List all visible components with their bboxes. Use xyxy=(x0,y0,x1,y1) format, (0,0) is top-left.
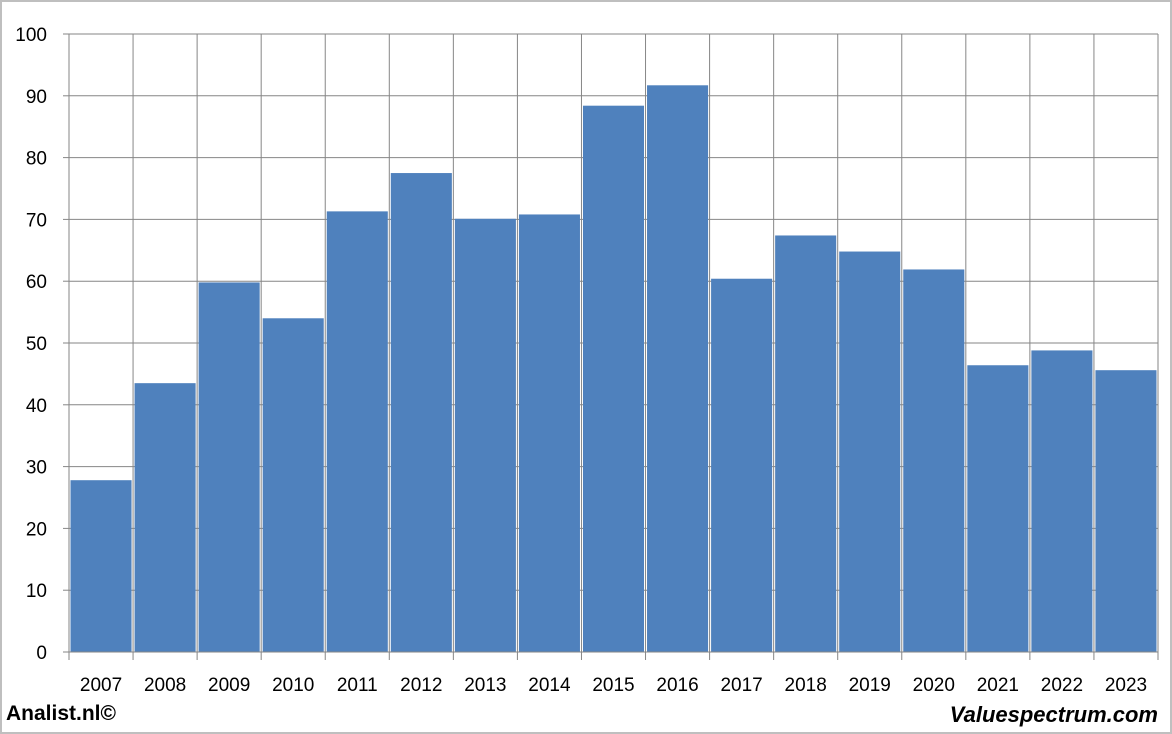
x-tick-label: 2018 xyxy=(785,675,827,696)
bar-2021 xyxy=(967,365,1029,652)
y-tick-label: 50 xyxy=(26,334,47,355)
x-tick-label: 2022 xyxy=(1041,675,1083,696)
y-tick-label: 30 xyxy=(26,458,47,479)
y-tick-label: 80 xyxy=(26,149,47,170)
y-tick-label: 40 xyxy=(26,396,47,417)
bar-2018 xyxy=(775,235,837,652)
bar-2009 xyxy=(198,282,260,652)
bar-2016 xyxy=(647,85,709,652)
y-tick-label: 90 xyxy=(26,87,47,108)
x-tick-label: 2007 xyxy=(80,675,122,696)
bar-2010 xyxy=(262,318,324,652)
source-label: Analist.nl© xyxy=(6,702,116,725)
y-tick-label: 100 xyxy=(15,25,47,46)
bar-2017 xyxy=(711,278,773,652)
bar-2022 xyxy=(1031,350,1093,652)
x-tick-label: 2008 xyxy=(144,675,186,696)
x-tick-label: 2017 xyxy=(720,675,762,696)
bar-2019 xyxy=(839,251,901,652)
bar-2020 xyxy=(903,269,965,652)
x-tick-label: 2013 xyxy=(464,675,506,696)
y-tick-label: 60 xyxy=(26,272,47,293)
bar-2013 xyxy=(454,218,516,653)
x-tick-label: 2010 xyxy=(272,675,314,696)
bar-2012 xyxy=(390,173,452,653)
x-tick-label: 2015 xyxy=(592,675,634,696)
y-tick-label: 20 xyxy=(26,519,47,540)
bar-2011 xyxy=(326,211,388,652)
bar-2015 xyxy=(582,105,645,653)
bar-2014 xyxy=(518,214,580,652)
x-tick-label: 2009 xyxy=(208,675,250,696)
y-tick-label: 10 xyxy=(26,581,47,602)
bar-2007 xyxy=(70,480,132,652)
x-tick-label: 2021 xyxy=(977,675,1019,696)
x-tick-label: 2016 xyxy=(656,675,698,696)
x-tick-label: 2019 xyxy=(849,675,891,696)
y-tick-label: 0 xyxy=(36,643,47,664)
x-tick-label: 2014 xyxy=(528,675,571,696)
x-tick-label: 2023 xyxy=(1105,675,1147,696)
y-tick-label: 70 xyxy=(26,210,47,231)
x-tick-label: 2011 xyxy=(337,675,378,696)
credit-label: Valuespectrum.com xyxy=(949,702,1158,727)
x-tick-label: 2020 xyxy=(913,675,955,696)
bar-2023 xyxy=(1095,370,1157,652)
x-tick-label: 2012 xyxy=(400,675,442,696)
bar-2008 xyxy=(134,383,196,652)
